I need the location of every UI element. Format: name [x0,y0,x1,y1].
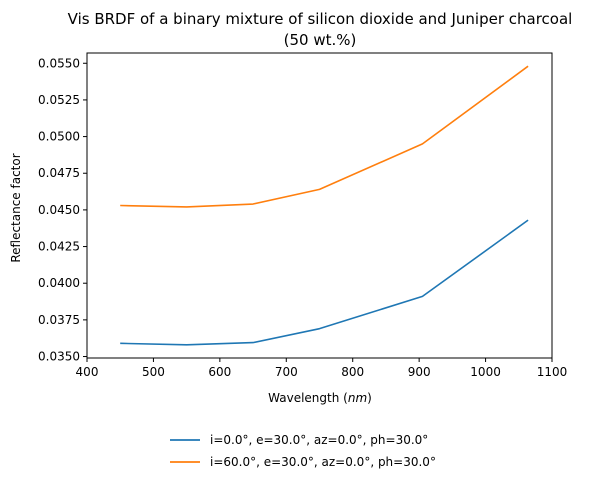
x-axis-label: Wavelength (nm) [268,391,372,405]
plot-area: 400 500 600 700 800 900 1000 1100 0.0350 0.0375 0.… [38,52,568,379]
x-tick-label: 800 [341,365,364,379]
chart-title-line-1: Vis BRDF of a binary mixture of silicon … [68,10,573,28]
series-line-1 [120,219,529,346]
y-tick-label: 0.0550 [38,56,80,70]
x-tick-label: 900 [408,365,431,379]
y-tick-label: 0.0400 [38,276,80,290]
legend-label-2: i=60.0°, e=30.0°, az=0.0°, ph=30.0° [210,455,436,469]
x-tick-label: 600 [208,365,231,379]
chart-title-line-2: (50 wt.%) [284,31,357,49]
plot-frame [86,52,553,359]
y-tick-label: 0.0500 [38,130,80,144]
legend: i=0.0°, e=30.0°, az=0.0°, ph=30.0° i=60.0… [170,433,436,469]
y-tick-label: 0.0525 [38,93,80,107]
x-tick-label: 400 [76,365,99,379]
y-tick-label: 0.0375 [38,313,80,327]
x-tick-label: 500 [142,365,165,379]
series-line-2 [120,65,529,208]
y-tick-label: 0.0425 [38,240,80,254]
x-tick-label: 700 [275,365,298,379]
y-axis-label: Reflectance factor [9,153,23,262]
y-tick-label: 0.0450 [38,203,80,217]
legend-label-1: i=0.0°, e=30.0°, az=0.0°, ph=30.0° [210,433,428,447]
y-tick-label: 0.0475 [38,166,80,180]
y-tick-label: 0.0350 [38,350,80,364]
x-tick-label: 1100 [537,365,568,379]
x-tick-label: 1000 [470,365,501,379]
